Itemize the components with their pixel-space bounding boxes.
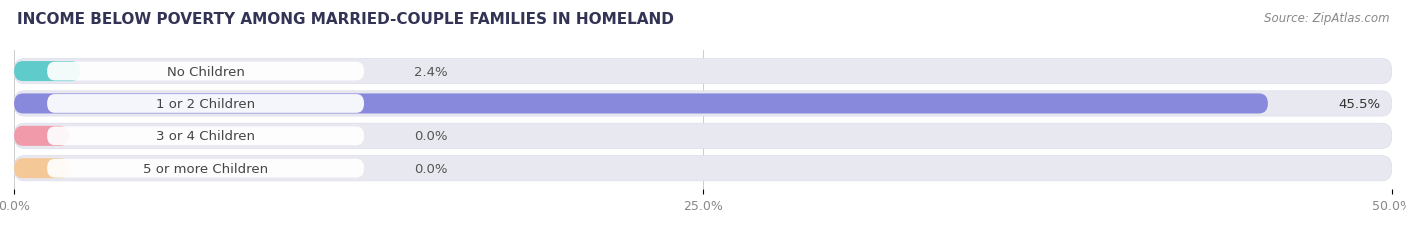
FancyBboxPatch shape [14,62,80,82]
FancyBboxPatch shape [14,94,1268,114]
FancyBboxPatch shape [48,127,364,146]
Text: INCOME BELOW POVERTY AMONG MARRIED-COUPLE FAMILIES IN HOMELAND: INCOME BELOW POVERTY AMONG MARRIED-COUPL… [17,12,673,27]
Text: 1 or 2 Children: 1 or 2 Children [156,97,254,110]
FancyBboxPatch shape [14,158,69,179]
Text: 5 or more Children: 5 or more Children [143,162,269,175]
FancyBboxPatch shape [48,159,364,178]
FancyBboxPatch shape [14,126,69,146]
Text: 45.5%: 45.5% [1339,97,1381,110]
Text: 2.4%: 2.4% [413,65,447,78]
FancyBboxPatch shape [14,156,1392,181]
FancyBboxPatch shape [48,95,364,113]
FancyBboxPatch shape [14,91,1392,117]
Text: 3 or 4 Children: 3 or 4 Children [156,130,254,143]
FancyBboxPatch shape [48,62,364,81]
FancyBboxPatch shape [14,59,1392,84]
Text: Source: ZipAtlas.com: Source: ZipAtlas.com [1264,12,1389,24]
FancyBboxPatch shape [14,124,1392,149]
Text: 0.0%: 0.0% [413,130,447,143]
Text: 0.0%: 0.0% [413,162,447,175]
Text: No Children: No Children [167,65,245,78]
